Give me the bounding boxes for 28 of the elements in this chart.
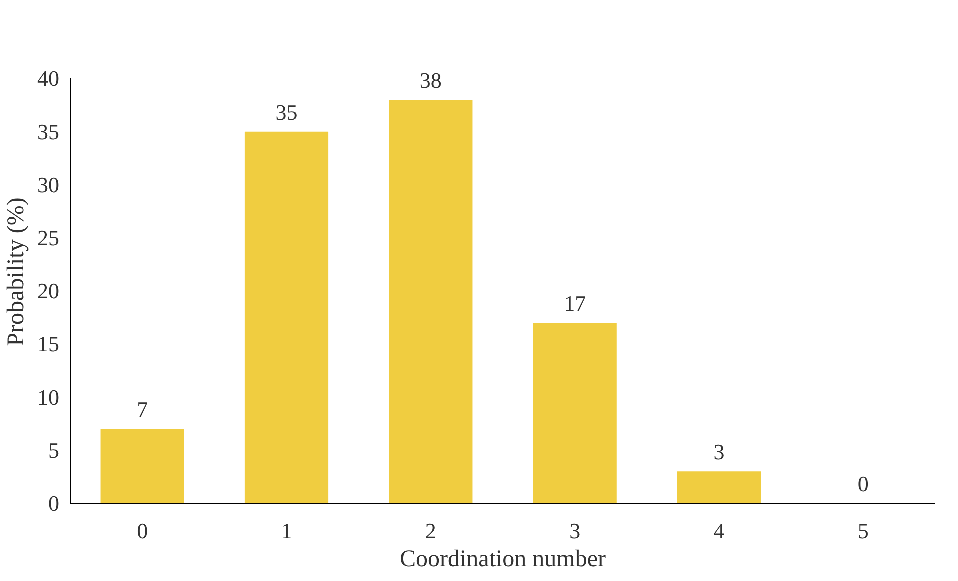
data-label: 3 bbox=[714, 440, 725, 465]
y-tick-label: 5 bbox=[48, 438, 60, 463]
y-tick-label: 20 bbox=[38, 278, 60, 304]
x-tick-label: 4 bbox=[714, 518, 725, 544]
x-axis-title: Coordination number bbox=[400, 546, 606, 572]
bar bbox=[244, 132, 329, 504]
bar bbox=[533, 322, 617, 504]
x-tick-label: 1 bbox=[281, 518, 292, 544]
data-label: 35 bbox=[276, 100, 298, 125]
y-tick-label: 10 bbox=[38, 384, 60, 410]
x-tick-label: 5 bbox=[858, 518, 869, 544]
y-tick-label: 30 bbox=[38, 172, 60, 198]
x-tick-label: 2 bbox=[425, 518, 436, 544]
bar bbox=[389, 100, 473, 504]
y-tick-label: 0 bbox=[48, 491, 60, 516]
x-tick-label: 0 bbox=[137, 518, 148, 544]
data-label: 17 bbox=[564, 290, 586, 316]
y-tick-label: 15 bbox=[38, 332, 60, 357]
y-tick-label: 40 bbox=[38, 66, 60, 92]
x-tick-label: 3 bbox=[570, 518, 581, 544]
y-tick-label: 25 bbox=[38, 226, 60, 251]
bar bbox=[677, 472, 762, 504]
data-label: 0 bbox=[858, 472, 869, 496]
data-label: 38 bbox=[420, 68, 442, 93]
bar bbox=[100, 429, 184, 504]
y-axis-title: Probability (%) bbox=[4, 198, 30, 346]
data-label: 7 bbox=[137, 397, 148, 422]
y-tick-label: 35 bbox=[38, 119, 60, 144]
